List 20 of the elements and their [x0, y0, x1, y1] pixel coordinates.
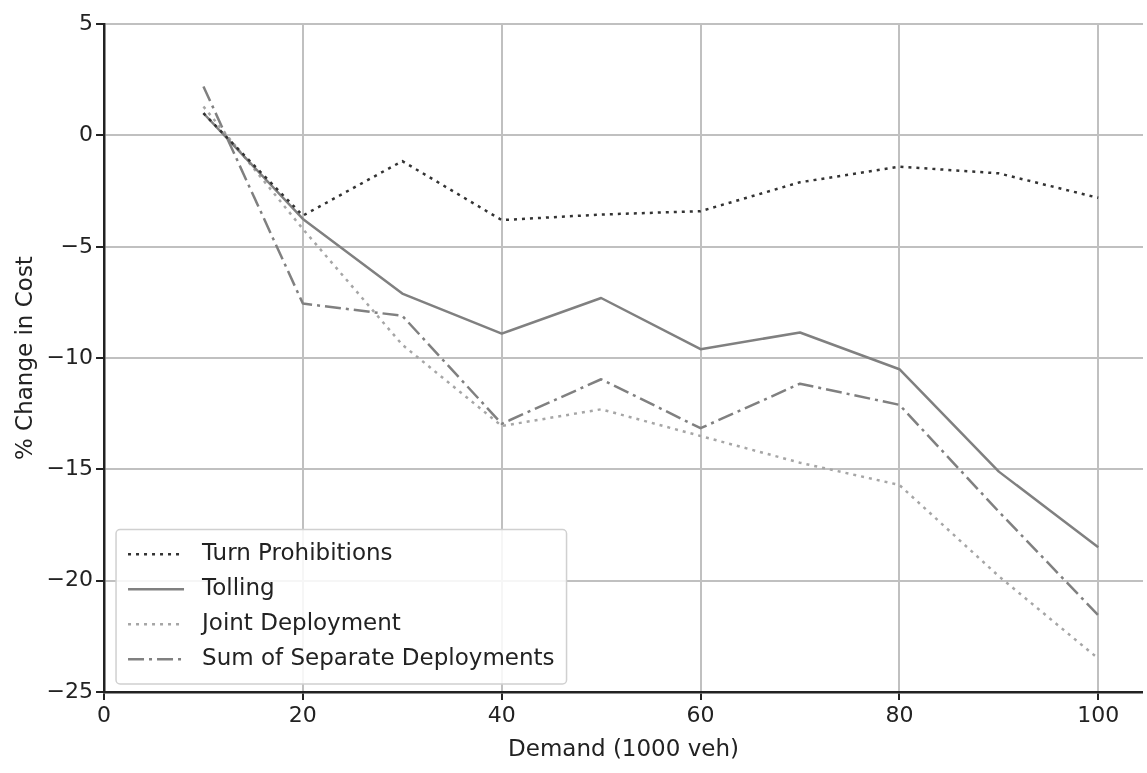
- y-tick-label: −5: [60, 232, 94, 258]
- x-tick-label: 20: [288, 701, 317, 727]
- legend-label: Turn Prohibitions: [201, 539, 393, 566]
- legend-label: Tolling: [201, 574, 275, 601]
- x-tick-label: 40: [487, 701, 516, 727]
- y-tick-label: −20: [46, 566, 94, 592]
- legend-label: Joint Deployment: [200, 609, 401, 636]
- x-axis-title: Demand (1000 veh): [508, 735, 740, 762]
- y-tick-label: 0: [79, 121, 94, 147]
- y-tick-label: −25: [46, 677, 94, 703]
- x-tick-label: 80: [885, 701, 914, 727]
- line-series: [202, 111, 1100, 222]
- y-axis-title: % Change in Cost: [10, 256, 37, 461]
- x-tick-label: 100: [1077, 701, 1120, 727]
- x-tick-label: 60: [686, 701, 715, 727]
- x-tick-label: 0: [97, 701, 112, 727]
- y-tick-label: −15: [46, 455, 94, 481]
- legend-label: Sum of Separate Deployments: [202, 644, 555, 671]
- y-tick-label: 5: [79, 9, 94, 35]
- y-tick-label: −10: [46, 343, 94, 369]
